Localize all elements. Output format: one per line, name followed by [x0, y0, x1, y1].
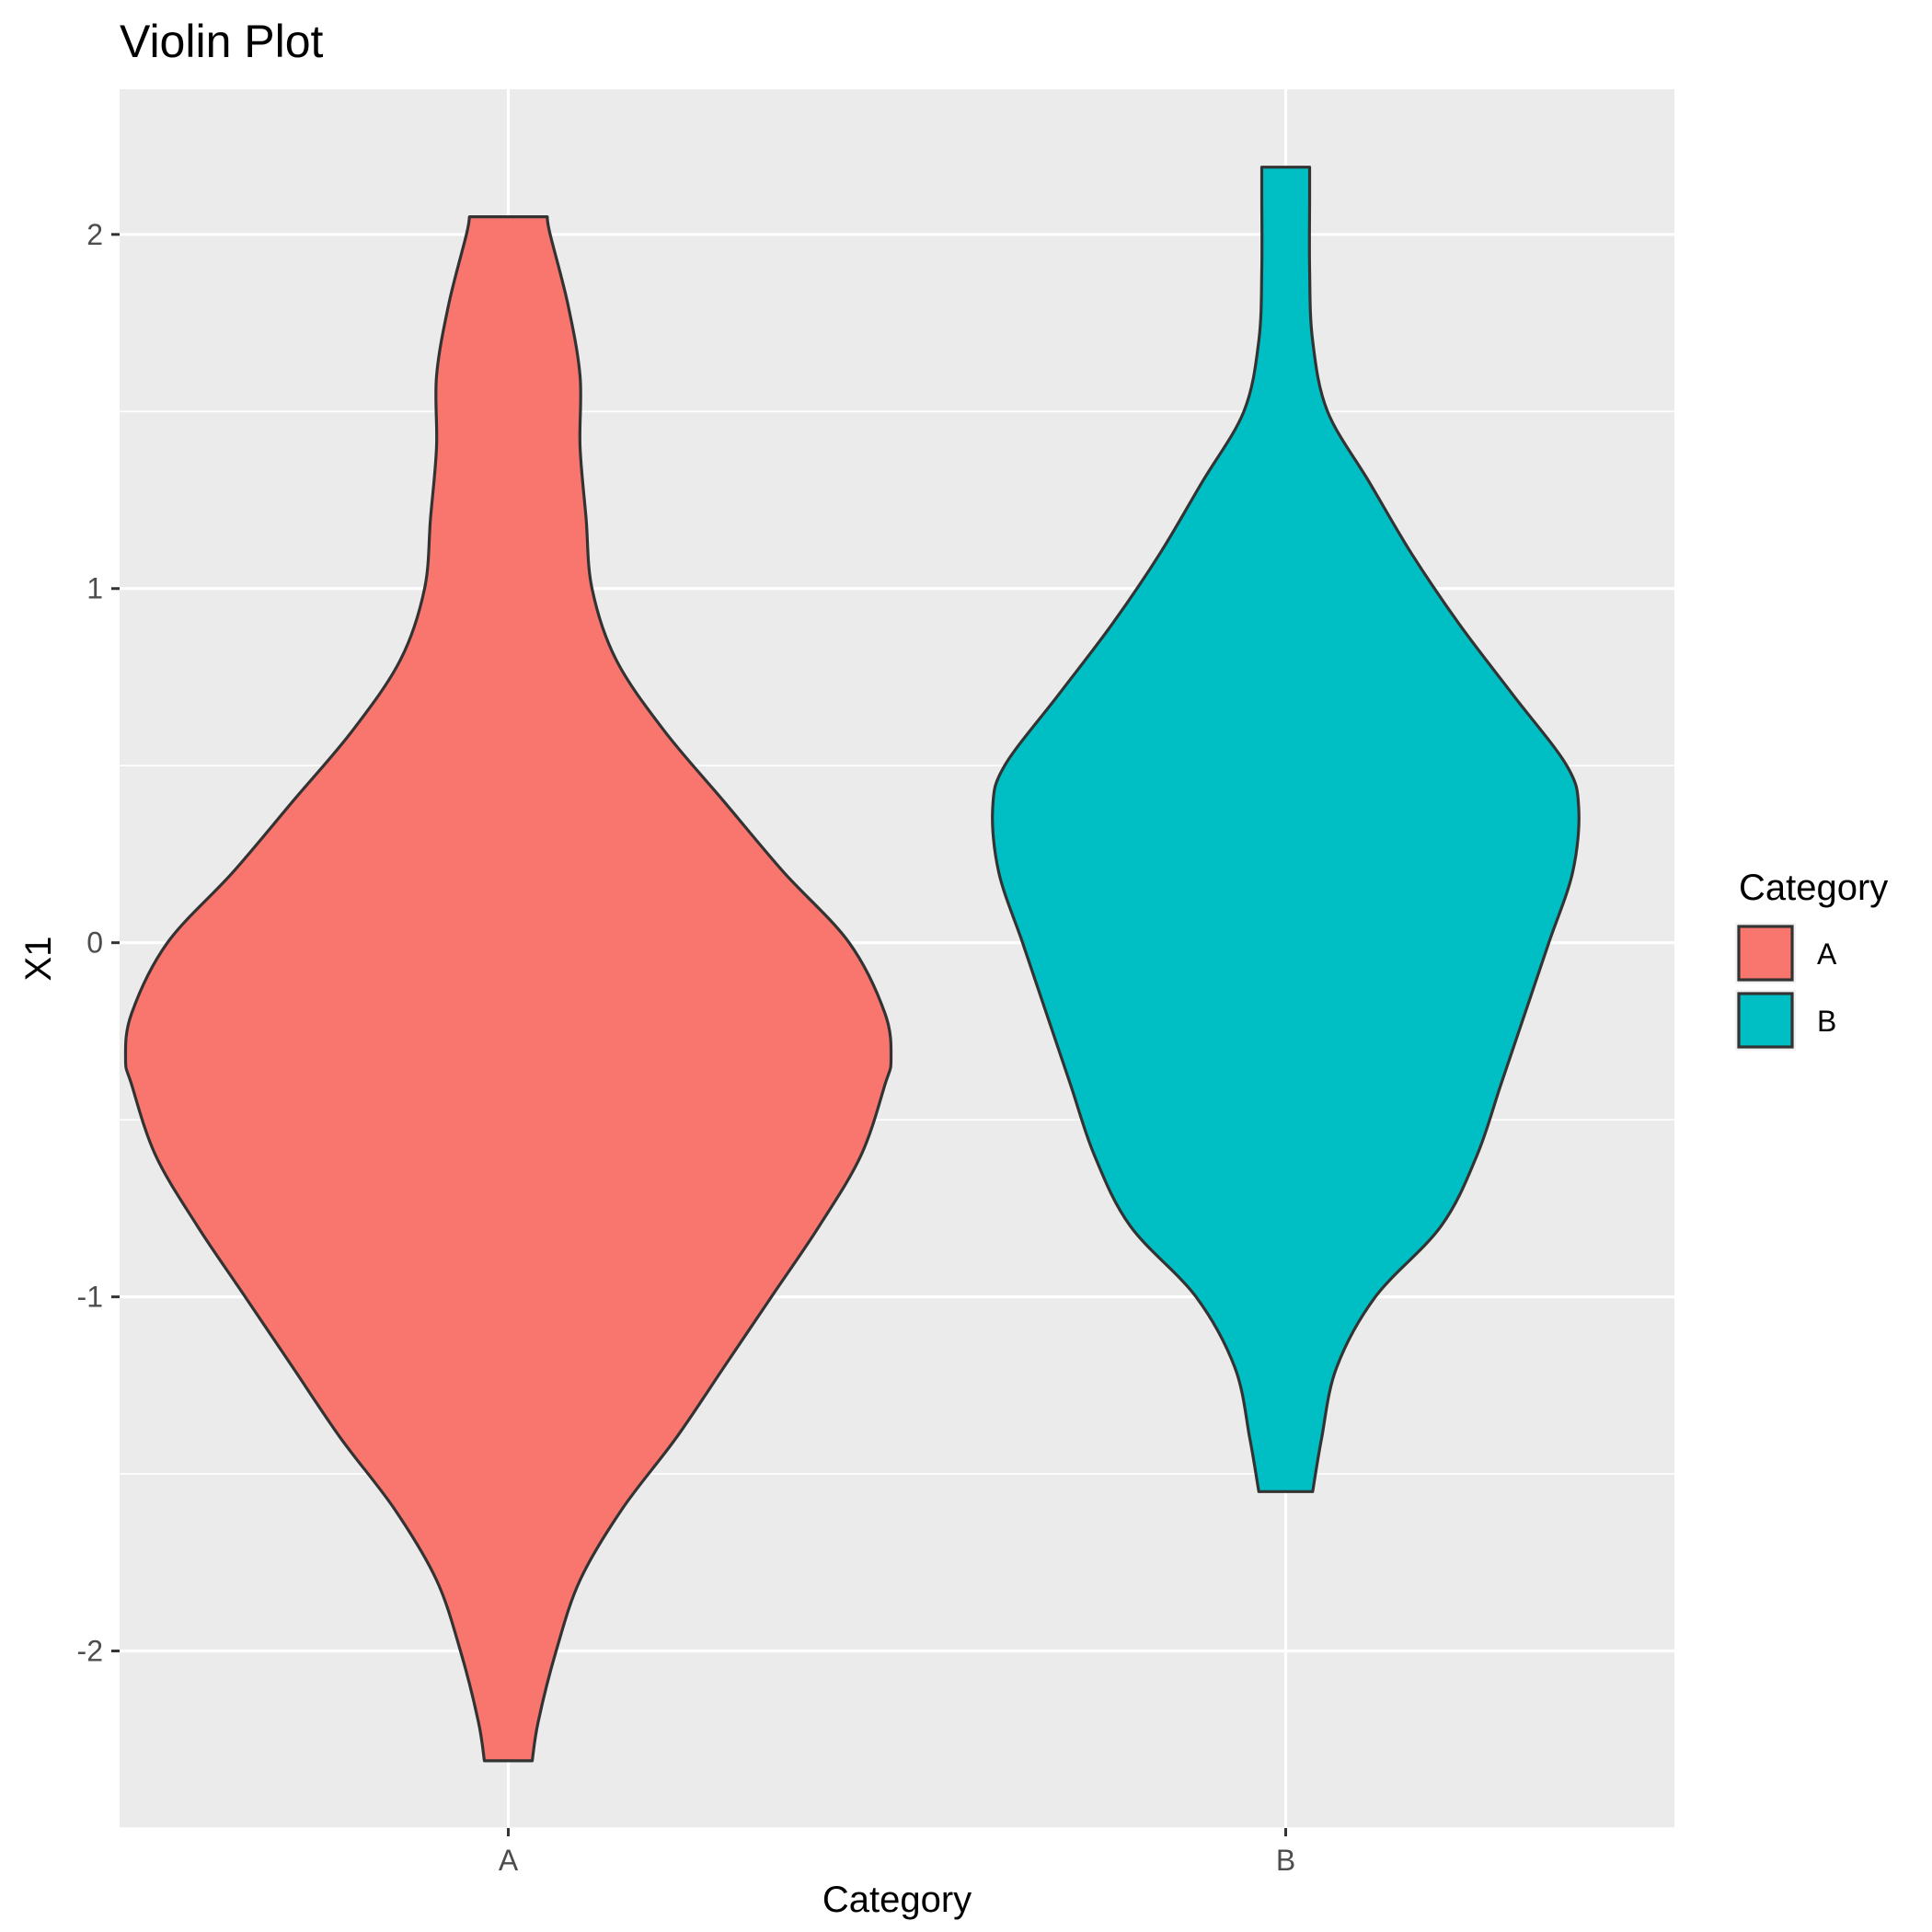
- x-tick-label: B: [1276, 1844, 1295, 1877]
- legend-swatch-B: [1737, 992, 1794, 1049]
- y-axis-title: X1: [18, 937, 59, 982]
- chart-title: Violin Plot: [120, 16, 324, 67]
- y-tick-label: 0: [86, 926, 103, 960]
- violin-B: [991, 166, 1581, 1493]
- y-tick-label: -1: [77, 1281, 103, 1314]
- y-tick-label: 1: [86, 572, 103, 605]
- y-tick-label: 2: [86, 218, 103, 251]
- violins: [123, 166, 1581, 1763]
- y-axis: -2 -1 0 1 2: [77, 218, 120, 1668]
- x-tick-label: A: [499, 1844, 519, 1877]
- legend-label-A: A: [1817, 937, 1837, 971]
- y-tick-label: -2: [77, 1635, 103, 1668]
- legend: Category A B: [1735, 868, 1888, 1051]
- legend-label-B: B: [1817, 1005, 1836, 1038]
- violin-A: [123, 215, 893, 1763]
- legend-swatch-A: [1737, 925, 1794, 982]
- legend-title: Category: [1739, 868, 1888, 908]
- x-axis-title: Category: [822, 1880, 972, 1920]
